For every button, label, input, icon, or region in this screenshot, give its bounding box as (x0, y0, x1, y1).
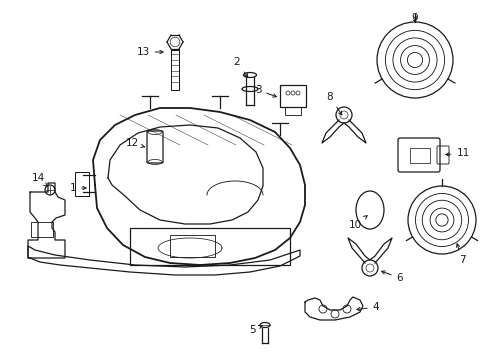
Text: 11: 11 (445, 148, 468, 158)
Text: 7: 7 (455, 244, 465, 265)
Text: 2: 2 (233, 57, 247, 77)
Text: 8: 8 (326, 92, 341, 115)
Text: 12: 12 (125, 138, 144, 148)
Text: 13: 13 (136, 47, 163, 57)
Text: 5: 5 (249, 325, 262, 335)
Text: 14: 14 (31, 173, 47, 186)
Text: 10: 10 (348, 216, 366, 230)
Text: 6: 6 (381, 271, 403, 283)
Text: 9: 9 (411, 13, 417, 23)
Text: 1: 1 (70, 183, 86, 193)
Text: 4: 4 (356, 302, 379, 312)
Text: 3: 3 (254, 85, 276, 97)
